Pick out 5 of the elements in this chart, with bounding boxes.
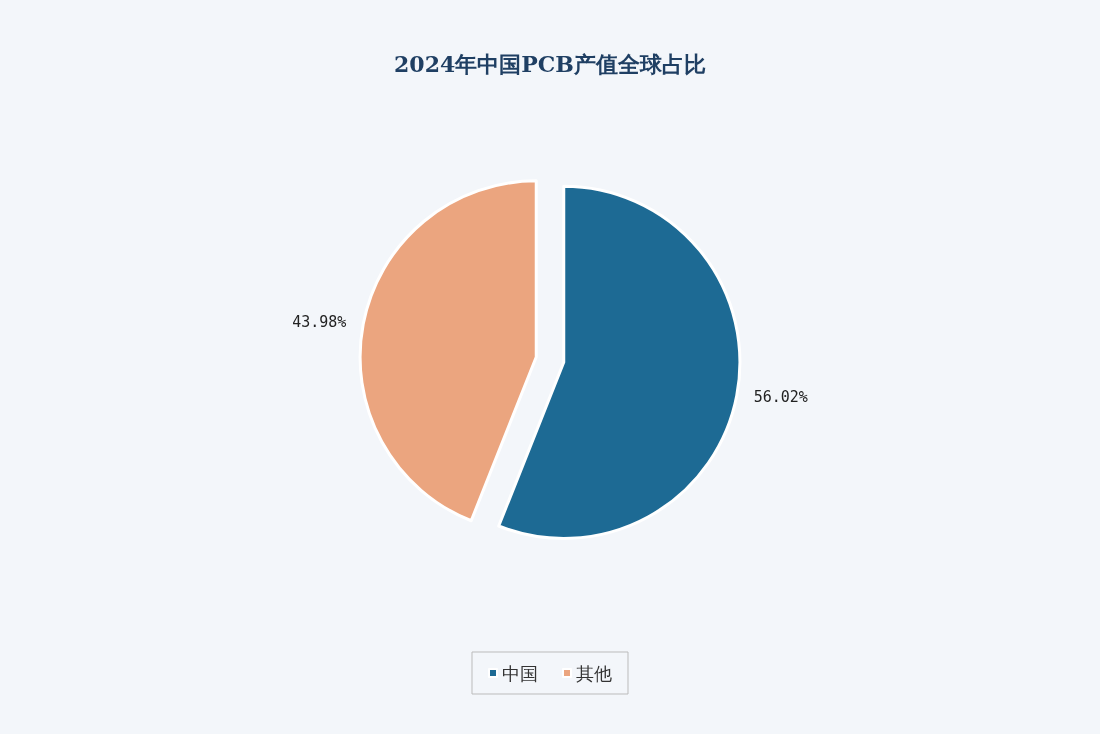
data-label: 56.02% (753, 387, 808, 406)
data-label: 43.98% (292, 313, 347, 332)
legend-label: 中国 (502, 662, 538, 684)
chart-title: 2024年中国PCB产值全球占比 (394, 51, 706, 77)
legend-label: 其他 (576, 662, 612, 684)
